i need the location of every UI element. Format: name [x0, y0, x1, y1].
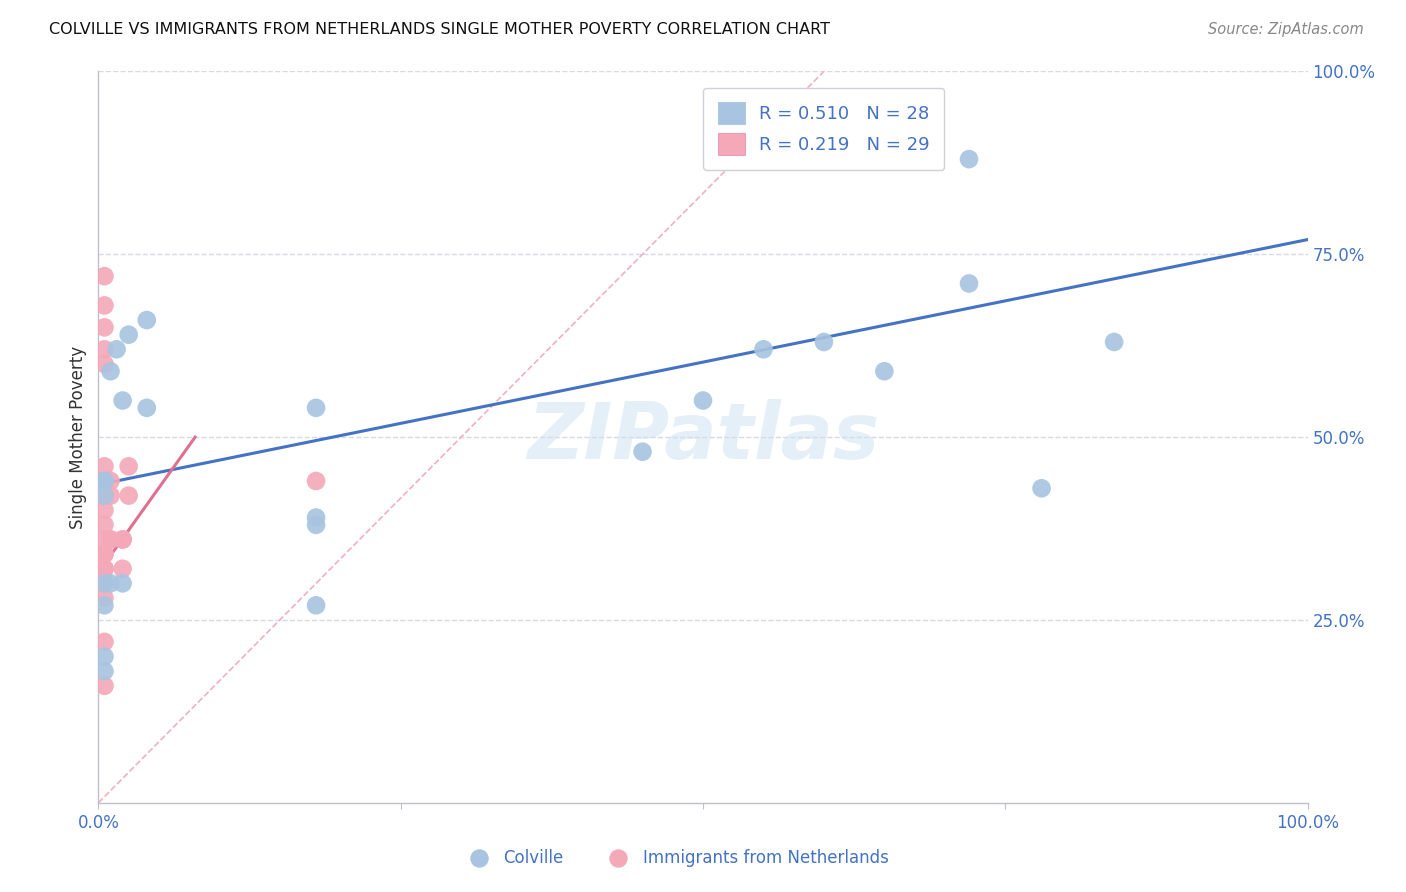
Point [93, 269, 115, 284]
Point [1031, 481, 1053, 495]
Point [631, 444, 654, 458]
Text: ZIPatlas: ZIPatlas [527, 399, 879, 475]
Point [93, 664, 115, 678]
Point [305, 599, 328, 613]
Point [111, 533, 134, 547]
Point [305, 474, 328, 488]
Point [93, 489, 115, 503]
Point [100, 576, 122, 591]
Point [118, 459, 141, 474]
Point [607, 851, 630, 865]
Point [118, 489, 141, 503]
Point [111, 533, 134, 547]
Point [100, 474, 122, 488]
Point [93, 320, 115, 334]
Point [752, 343, 775, 357]
Point [135, 313, 157, 327]
Point [135, 401, 157, 415]
Point [93, 679, 115, 693]
Point [93, 357, 115, 371]
Point [305, 401, 328, 415]
Text: Colville: Colville [503, 848, 564, 867]
Point [93, 343, 115, 357]
Point [93, 489, 115, 503]
Point [93, 599, 115, 613]
Point [1102, 334, 1125, 349]
Point [118, 327, 141, 342]
Point [93, 576, 115, 591]
Point [105, 343, 128, 357]
Point [873, 364, 896, 378]
Text: COLVILLE VS IMMIGRANTS FROM NETHERLANDS SINGLE MOTHER POVERTY CORRELATION CHART: COLVILLE VS IMMIGRANTS FROM NETHERLANDS … [49, 22, 830, 37]
Text: Source: ZipAtlas.com: Source: ZipAtlas.com [1208, 22, 1364, 37]
Point [813, 334, 835, 349]
Point [93, 591, 115, 605]
Point [305, 510, 328, 524]
Point [93, 649, 115, 664]
Point [93, 474, 115, 488]
Point [93, 547, 115, 561]
Y-axis label: Single Mother Poverty: Single Mother Poverty [69, 345, 87, 529]
Point [93, 562, 115, 576]
Point [100, 489, 122, 503]
Point [111, 562, 134, 576]
Point [93, 533, 115, 547]
Point [93, 547, 115, 561]
Point [93, 517, 115, 532]
Point [305, 517, 328, 532]
Text: Immigrants from Netherlands: Immigrants from Netherlands [643, 848, 889, 867]
Point [111, 576, 134, 591]
Point [93, 635, 115, 649]
Point [93, 474, 115, 488]
Point [957, 152, 980, 166]
Point [111, 393, 134, 408]
Point [468, 851, 491, 865]
Point [100, 533, 122, 547]
Point [93, 474, 115, 488]
Point [100, 364, 122, 378]
Point [93, 459, 115, 474]
Point [93, 298, 115, 312]
Point [93, 576, 115, 591]
Point [692, 393, 714, 408]
Point [93, 503, 115, 517]
Point [93, 562, 115, 576]
Point [100, 533, 122, 547]
Point [957, 277, 980, 291]
Legend: R = 0.510   N = 28, R = 0.219   N = 29: R = 0.510 N = 28, R = 0.219 N = 29 [703, 87, 945, 169]
